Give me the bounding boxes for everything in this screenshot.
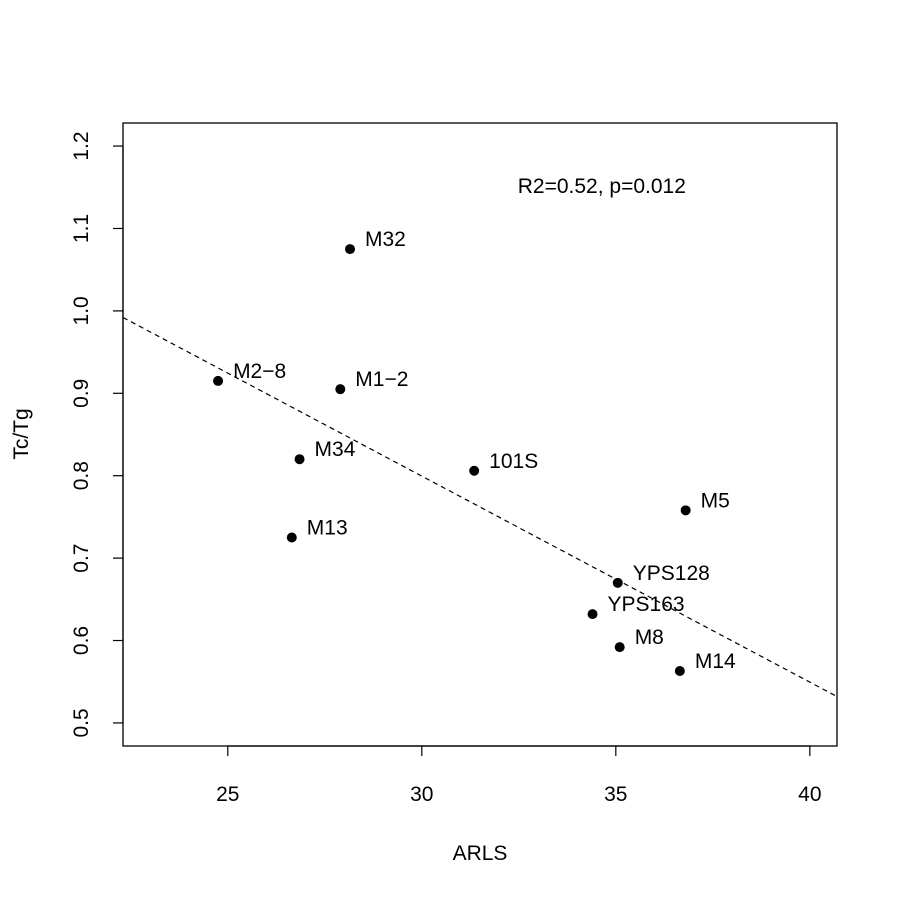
x-axis: 25 30 35 40 <box>216 745 822 806</box>
point-label: M13 <box>307 517 348 540</box>
data-point <box>614 642 625 653</box>
x-tick-label: 30 <box>410 783 433 806</box>
point-label: M5 <box>701 489 730 512</box>
point-label: 101S <box>489 450 538 473</box>
x-tick-label: 25 <box>216 783 239 806</box>
y-axis-title: Tc/Tg <box>10 408 33 459</box>
y-tick-label: 1.1 <box>70 214 93 243</box>
data-points <box>213 244 691 677</box>
data-point <box>286 532 297 543</box>
point-labels: M32 M2−8 M1−2 M34 101S M5 M13 YPS128 YPS163 M8 M14 <box>233 228 736 673</box>
data-point <box>587 609 598 620</box>
fit-statistics-annotation: R2=0.52, p=0.012 <box>518 175 686 198</box>
y-tick-label: 0.9 <box>70 379 93 408</box>
y-tick-label: 1.2 <box>70 131 93 160</box>
point-label: YPS128 <box>633 562 710 585</box>
point-label: M32 <box>365 228 406 251</box>
y-tick-label: 0.8 <box>70 461 93 490</box>
data-point <box>680 505 691 516</box>
point-label: M14 <box>695 650 736 673</box>
data-point <box>345 244 356 255</box>
y-tick-label: 0.5 <box>70 708 93 737</box>
point-label: YPS163 <box>608 593 685 616</box>
data-point <box>674 666 685 677</box>
data-point <box>612 577 623 588</box>
regression-line <box>122 316 838 698</box>
data-point <box>335 384 346 395</box>
point-label: M1−2 <box>355 368 408 391</box>
point-label: M2−8 <box>233 360 286 383</box>
x-tick-label: 35 <box>604 783 627 806</box>
x-axis-title: ARLS <box>453 842 508 865</box>
y-tick-label: 1.0 <box>70 296 93 325</box>
x-tick-label: 40 <box>798 783 821 806</box>
data-point <box>469 465 480 476</box>
y-tick-label: 0.6 <box>70 626 93 655</box>
y-axis: 0.5 0.6 0.7 0.8 0.9 1.0 1.1 1.2 <box>70 131 124 738</box>
y-tick-label: 0.7 <box>70 544 93 573</box>
data-point <box>294 454 305 465</box>
point-label: M34 <box>315 438 356 461</box>
data-point <box>213 375 224 386</box>
point-label: M8 <box>635 626 664 649</box>
